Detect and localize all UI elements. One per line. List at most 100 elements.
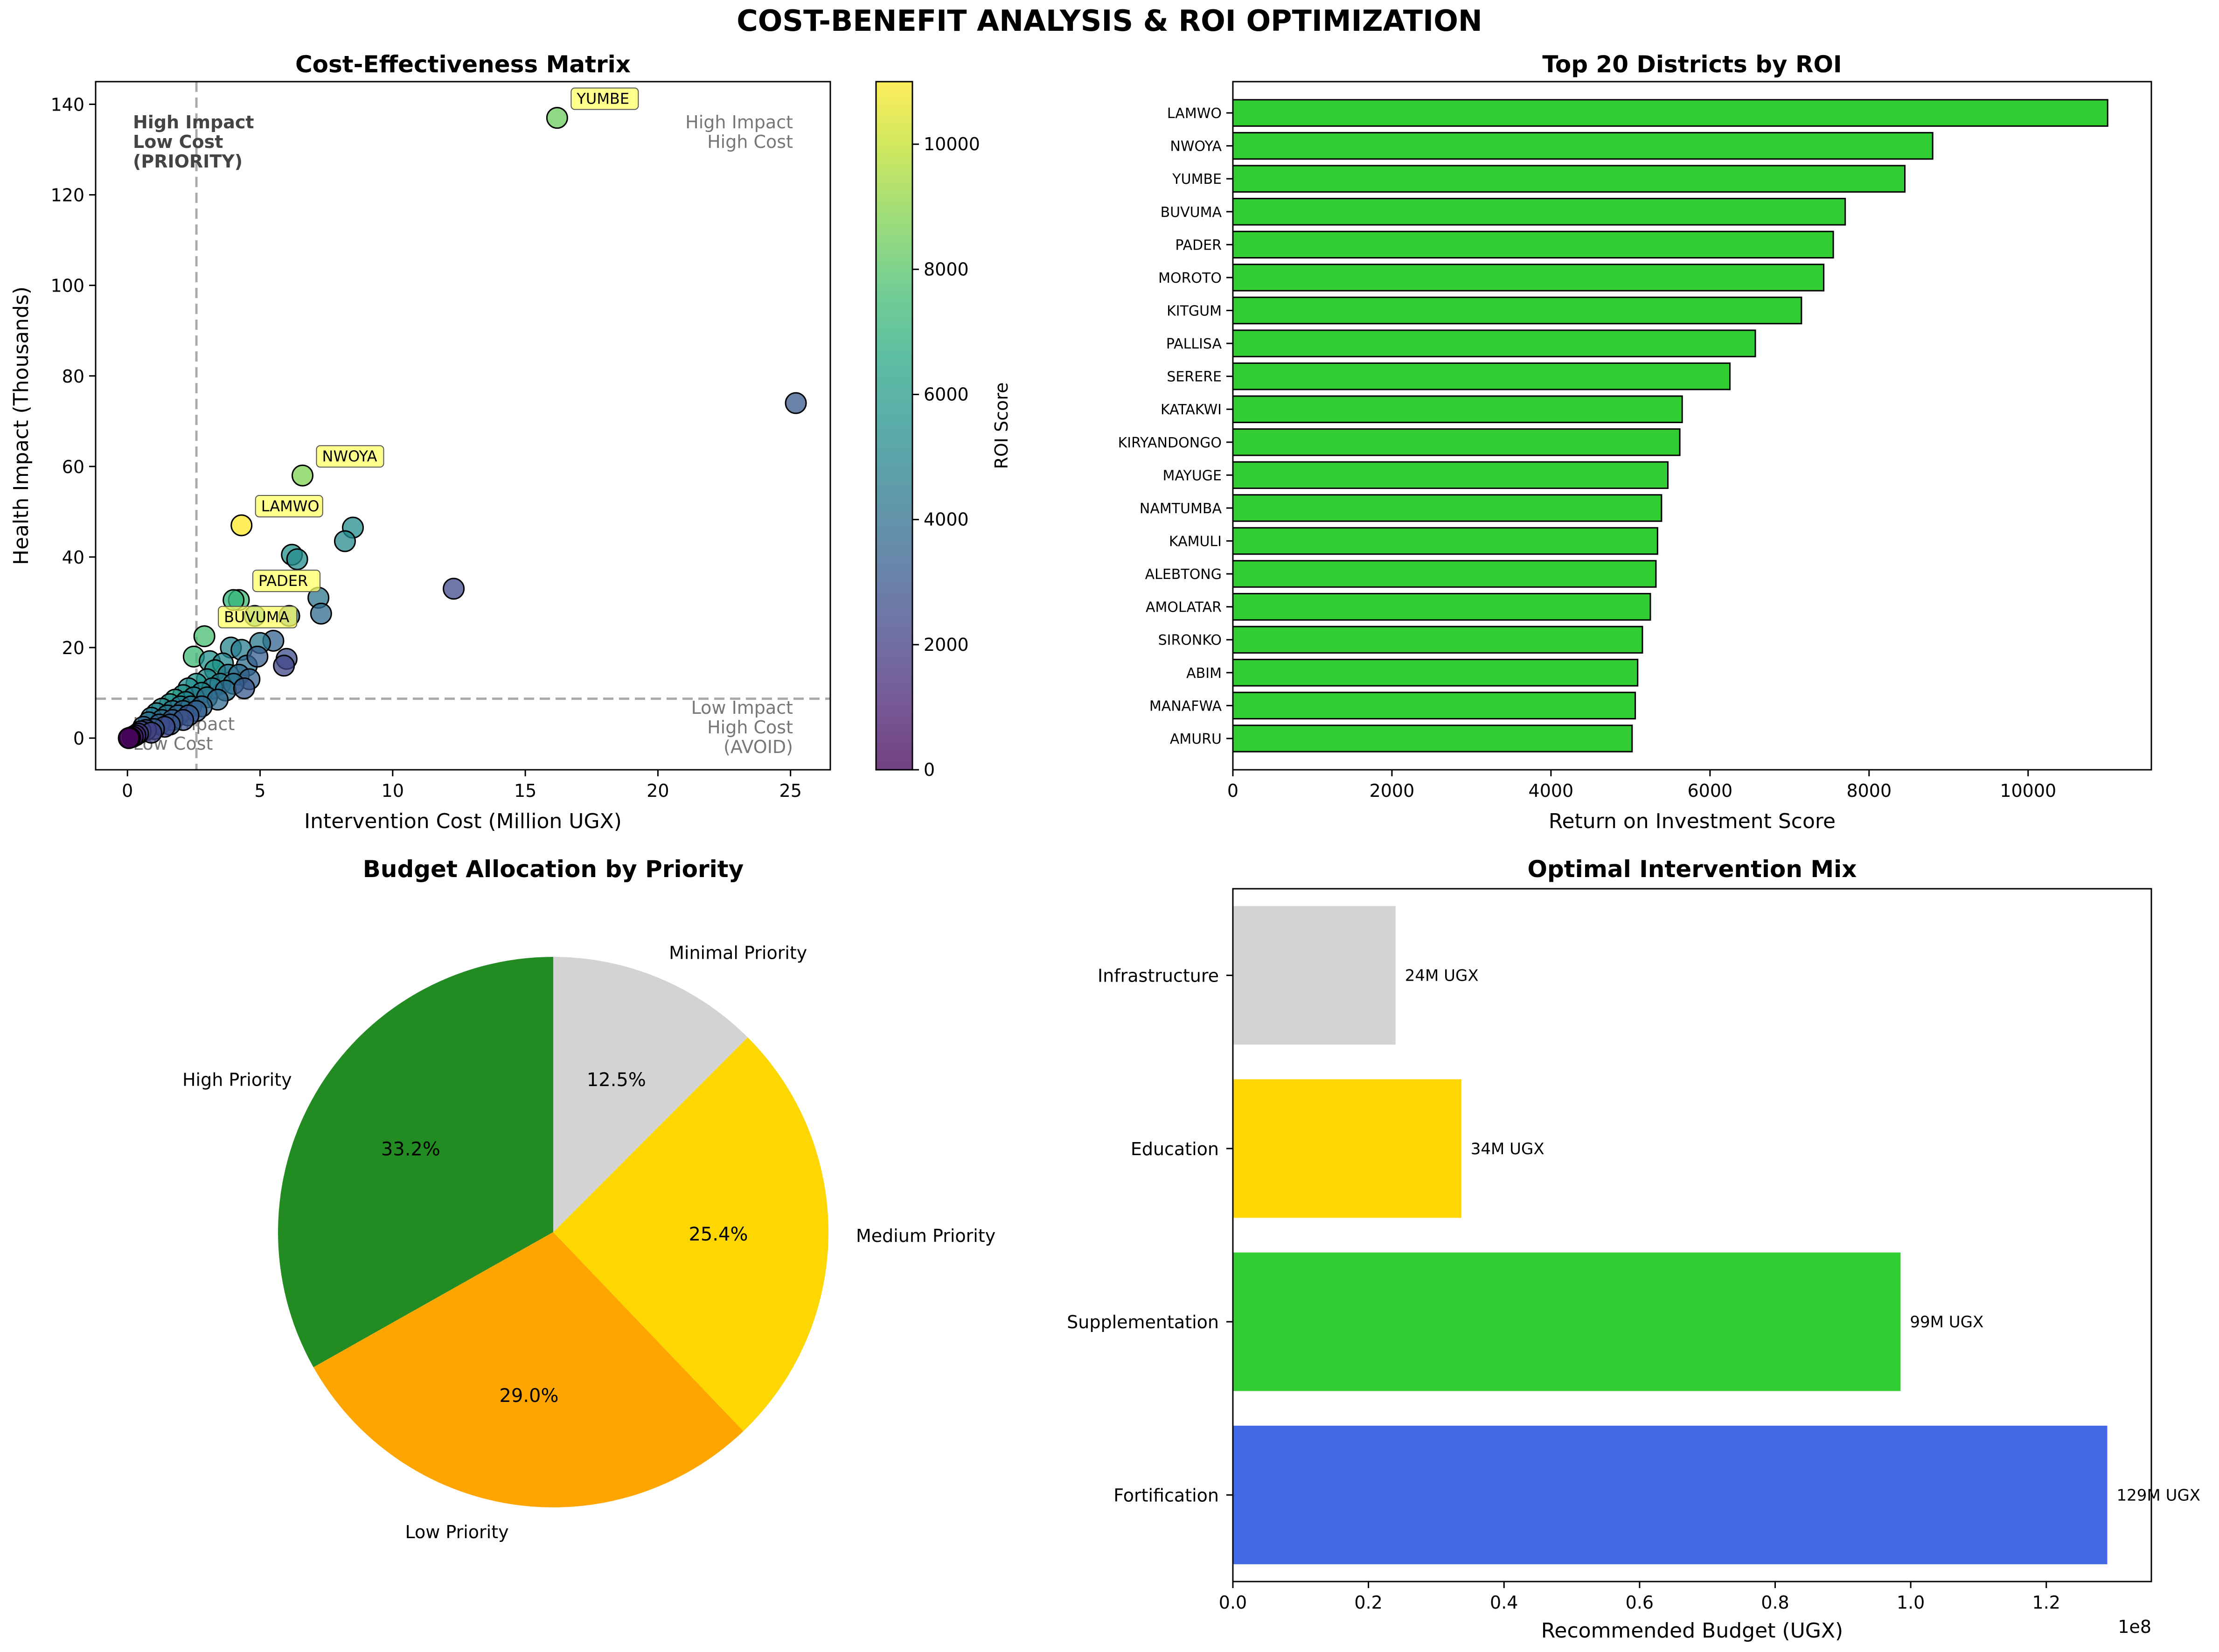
roi-bar (1232, 659, 1639, 687)
scatter-frame (95, 81, 831, 771)
district-label: MAYUGE (1162, 467, 1222, 484)
point-label: YUMBE (576, 90, 629, 108)
pie-title: Budget Allocation by Priority (363, 856, 744, 883)
district-label: SIRONKO (1158, 632, 1222, 648)
budget-value-label: 129M UGX (2117, 1486, 2201, 1505)
colorbar-tick-label: 0 (924, 760, 935, 780)
y-axis-label: Health Impact (Thousands) (9, 286, 33, 565)
x-tick-label: 15 (514, 781, 536, 801)
pie-pct-label: 33.2% (381, 1138, 440, 1160)
pie-slice-label: Minimal Priority (669, 942, 807, 963)
colorbar-tick-label: 6000 (924, 384, 969, 404)
district-label: NWOYA (1170, 139, 1222, 155)
x-tick-label: 0.2 (1354, 1592, 1382, 1613)
scatter-point (193, 625, 216, 648)
x-tick-label: 1.2 (2032, 1592, 2060, 1613)
colorbar-tick-label: 8000 (924, 259, 969, 279)
mix-bar (1233, 1425, 2108, 1564)
x-tick-label: 20 (647, 781, 669, 801)
budget-value-label: 34M UGX (1471, 1140, 1544, 1158)
mix-bar (1233, 906, 1396, 1045)
offset-text: 1e8 (2118, 1617, 2151, 1637)
point-label-box (255, 495, 323, 517)
pie-slice-label: High Priority (182, 1070, 292, 1090)
pie-slice (553, 957, 748, 1232)
district-label: MANAFWA (1149, 698, 1222, 714)
point-label: NWOYA (322, 447, 377, 465)
scatter-point (785, 392, 807, 414)
quadrant-label-line: High Impact (133, 112, 254, 132)
district-label: AMURU (1170, 731, 1222, 747)
colorbar-tick-label: 2000 (924, 634, 969, 655)
x-tick-label: 0.0 (1219, 1592, 1247, 1613)
district-label: PADER (1175, 237, 1222, 253)
district-label: KIRYANDONGO (1118, 435, 1222, 451)
scatter-point (230, 514, 253, 537)
x-tick-label: 10 (382, 781, 404, 801)
roi-bar (1232, 560, 1657, 588)
district-label: MOROTO (1158, 270, 1222, 286)
intervention-label: Supplementation (1067, 1312, 1219, 1332)
y-tick-label: 100 (50, 276, 84, 296)
quadrant-label: Low Impact High Cost (AVOID) (691, 697, 793, 757)
x-tick-label: 10000 (2000, 781, 2056, 801)
colorbar-tick-label: 10000 (924, 134, 980, 154)
district-label: AMOLATAR (1146, 599, 1222, 616)
point-label-box (218, 606, 298, 628)
y-tick-label: 40 (62, 547, 84, 568)
roi-bar (1232, 264, 1825, 292)
pie-pct-label: 12.5% (587, 1069, 646, 1091)
point-label: LAMWO (261, 497, 320, 515)
roi-bar (1232, 132, 1934, 160)
scatter-point (286, 548, 308, 571)
x-tick-label: 1.0 (1897, 1592, 1925, 1613)
scatter-point (233, 677, 255, 699)
x-tick-label: 0.4 (1490, 1592, 1518, 1613)
roi-frame (1232, 81, 2152, 771)
colorbar-tick-label: 4000 (924, 509, 969, 530)
district-label: ABIM (1186, 665, 1222, 682)
x-axis-label: Return on Investment Score (1549, 809, 1836, 833)
point-label: PADER (258, 572, 308, 590)
pie-slice (278, 957, 553, 1367)
district-label: YUMBE (1172, 171, 1222, 188)
point-label-box (252, 570, 321, 592)
scatter-point (246, 645, 269, 668)
pie-pct-label: 29.0% (499, 1385, 558, 1407)
quadrant-label: High Impact High Cost (685, 112, 793, 152)
x-tick-label: 0 (1227, 781, 1238, 801)
y-tick-label: 120 (50, 185, 84, 206)
x-tick-label: 2000 (1370, 781, 1415, 801)
mix-title: Optimal Intervention Mix (1527, 856, 1857, 883)
roi-bar (1232, 230, 1834, 259)
quadrant-label-line: (PRIORITY) (133, 151, 243, 172)
pie-pct-label: 25.4% (689, 1224, 748, 1245)
x-axis-label: Intervention Cost (Million UGX) (304, 809, 622, 833)
scatter-point (292, 464, 314, 487)
district-label: KITGUM (1167, 303, 1222, 319)
district-label: BUVUMA (1161, 204, 1222, 221)
y-tick-label: 20 (62, 638, 84, 658)
roi-bar (1232, 99, 2108, 127)
district-label: NAMTUMBA (1140, 501, 1222, 517)
roi-bar (1232, 527, 1658, 555)
x-axis-label: Recommended Budget (UGX) (1541, 1619, 1843, 1643)
roi-bar (1232, 165, 1906, 193)
x-tick-label: 5 (254, 781, 265, 801)
intervention-label: Education (1131, 1139, 1219, 1159)
x-tick-label: 25 (779, 781, 802, 801)
roi-bar (1232, 395, 1683, 423)
pie-slice (553, 1037, 828, 1431)
scatter-point (273, 655, 295, 677)
roi-bar (1232, 725, 1633, 753)
quadrant-label-line: Low Cost (133, 132, 223, 152)
district-label: PALLISA (1166, 336, 1222, 352)
point-label-box (316, 445, 384, 468)
intervention-label: Infrastructure (1098, 966, 1219, 986)
page-title: COST-BENEFIT ANALYSIS & ROI OPTIMIZATION (737, 4, 1482, 38)
roi-bar (1232, 329, 1756, 357)
pie-slice (313, 1232, 744, 1507)
y-tick-label: 140 (50, 95, 84, 115)
roi-bar (1232, 198, 1846, 226)
